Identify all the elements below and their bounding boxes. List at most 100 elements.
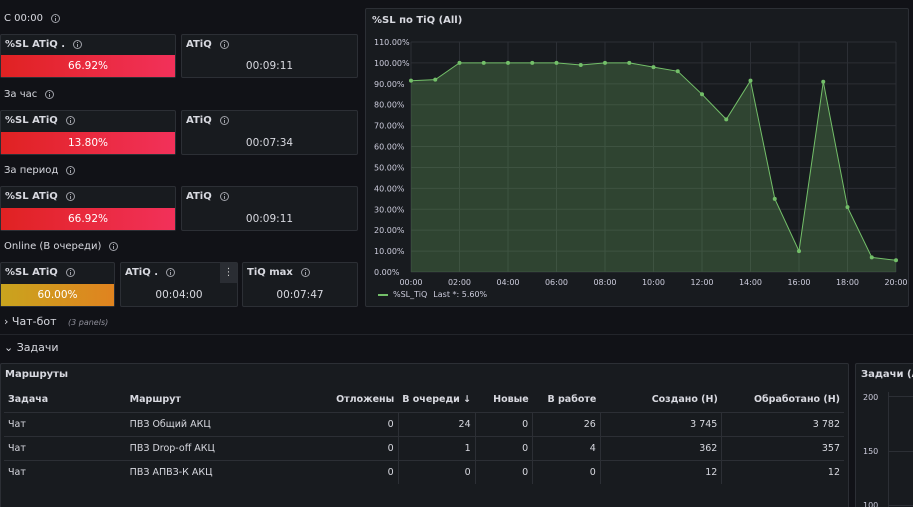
column-header[interactable]: Маршрут (129, 394, 181, 406)
y-tick-label: 20.00% (374, 226, 405, 235)
stat-panel-since-atiq[interactable]: ATiQ 00:09:11 (181, 34, 358, 78)
stat-panel-since-sl[interactable]: %SL ATiQ . 66.92% (0, 34, 176, 78)
stat-panel-online-atiq[interactable]: ATiQ . ⋮ 00:04:00 (120, 262, 238, 307)
sort-desc-icon: ↓ (463, 394, 472, 406)
info-icon[interactable] (109, 241, 119, 251)
data-point (748, 78, 753, 83)
column-header[interactable]: Отложены (336, 394, 395, 406)
stat-value: 66.92% (1, 208, 175, 230)
x-tick-label: 10:00 (642, 278, 665, 287)
stat-value: 13.80% (1, 132, 175, 154)
y-tick-label: 100 (863, 501, 879, 507)
info-icon[interactable] (50, 13, 60, 23)
table-cell: 0 (474, 435, 533, 460)
grid-line (888, 505, 913, 506)
info-icon[interactable] (65, 191, 75, 201)
x-tick-label: 04:00 (496, 278, 519, 287)
table-cell: 0 (332, 459, 399, 484)
panel-title: %SL ATiQ . (5, 39, 83, 50)
data-point (821, 79, 826, 84)
sl-area-chart[interactable]: 0.00% 10.00% 20.00% 30.00% 40.00% 50.00% 60.00… (366, 9, 910, 308)
panel-title: ATiQ . (125, 267, 175, 278)
info-icon[interactable] (166, 267, 175, 277)
y-tick-label: 40.00% (374, 184, 405, 193)
info-icon[interactable] (219, 39, 229, 49)
stat-panel-online-sl[interactable]: %SL ATiQ 60.00% (0, 262, 115, 307)
data-point (603, 60, 607, 65)
x-tick-label: 18:00 (836, 278, 859, 287)
x-tick-label: 12:00 (690, 278, 713, 287)
panel-title: ATiQ (186, 39, 229, 50)
tasks-chart-panel[interactable]: Задачи (All 200 150 100 (855, 363, 913, 507)
stat-value: 00:07:47 (276, 289, 324, 301)
column-header[interactable]: В работе (547, 394, 597, 406)
stat-panel-hour-atiq[interactable]: ATiQ 00:07:34 (181, 110, 358, 155)
column-header[interactable]: Создано (Н) (651, 394, 718, 406)
sl-chart-panel[interactable]: %SL по TiQ (All) 0.00% 10.00% 20.00% 30.00%… (365, 8, 909, 307)
info-icon[interactable] (45, 89, 55, 99)
info-icon[interactable] (73, 39, 83, 49)
x-tick-label: 06:00 (545, 278, 568, 287)
y-tick-label: 0.00% (374, 268, 400, 277)
data-point (627, 60, 632, 65)
table-cell: 24 (397, 411, 476, 436)
panel-menu-icon[interactable]: ⋮ (220, 263, 237, 283)
y-tick-label: 90.00% (374, 80, 405, 89)
group-label-period: За период (4, 165, 76, 176)
info-icon[interactable] (300, 267, 310, 277)
table-cell: 0 (474, 459, 533, 484)
table-cell: Чат (4, 459, 126, 484)
column-header[interactable]: Задача (8, 394, 49, 406)
y-tick-label: 100.00% (374, 59, 410, 68)
table-cell: 1 (397, 435, 476, 460)
stat-panel-period-sl[interactable]: %SL ATiQ 66.92% (0, 186, 176, 231)
data-point (506, 60, 510, 65)
table-cell: ПВЗ Drop-off АКЦ (125, 435, 333, 460)
data-point (724, 117, 729, 122)
data-point (578, 63, 583, 67)
info-icon[interactable] (219, 115, 229, 125)
y-tick-label: 10.00% (374, 247, 405, 256)
chart-title: %SL по TiQ (All) (372, 15, 463, 26)
data-point (869, 255, 874, 260)
row-header-chatbot[interactable]: › Чат-бот (3 panels) (4, 315, 109, 328)
table-cell: 26 (532, 411, 601, 436)
column-header[interactable]: Новые (493, 394, 529, 406)
column-header[interactable]: Обработано (Н) (753, 394, 840, 406)
table-cell: Чат (4, 435, 126, 460)
table-cell: 12 (721, 459, 844, 484)
table-cell: 12 (599, 459, 722, 484)
group-label-hour: За час (4, 89, 55, 100)
data-point (675, 69, 680, 74)
table-cell: ПВЗ Общий АКЦ (125, 411, 333, 436)
column-header-sorted[interactable]: В очереди ↓ (402, 394, 472, 406)
info-icon[interactable] (65, 267, 75, 277)
group-label-since: С 00:00 (4, 13, 60, 24)
data-point (530, 60, 535, 65)
info-icon[interactable] (66, 165, 76, 175)
stat-panel-online-tiqmax[interactable]: TiQ max 00:07:47 (242, 262, 358, 307)
legend-last: Last *: 5.60% (433, 290, 488, 299)
x-tick-label: 16:00 (787, 278, 810, 287)
chart-legend[interactable]: %SL_TiQ Last *: 5.60% (378, 290, 487, 299)
table-row[interactable]: Чат ПВЗ Drop-off АКЦ 0 1 0 4 362 357 (4, 435, 844, 460)
stat-panel-hour-sl[interactable]: %SL ATiQ 13.80% (0, 110, 176, 155)
table-row[interactable]: Чат ПВЗ АПВЗ-К АКЦ 0 0 0 0 12 12 (4, 459, 844, 484)
routes-table-panel[interactable]: Маршруты Задача Маршрут Отложены В очере… (0, 363, 849, 507)
panel-title: %SL ATiQ (5, 191, 75, 202)
x-tick-label: 00:00 (399, 278, 422, 287)
info-icon[interactable] (219, 191, 229, 201)
stat-value: 00:09:11 (245, 60, 294, 72)
stat-panel-period-atiq[interactable]: ATiQ 00:09:11 (181, 186, 358, 231)
data-point (433, 77, 438, 82)
data-point (409, 78, 413, 83)
data-point (457, 60, 462, 65)
tasks-panel-title: Задачи (All (861, 369, 913, 380)
table-row[interactable]: Чат ПВЗ Общий АКЦ 0 24 0 26 3 745 3 782 (4, 411, 844, 436)
table-cell: 0 (397, 459, 476, 484)
row-header-tasks[interactable]: ⌄ Задачи (4, 341, 59, 354)
table-cell: 0 (474, 411, 533, 436)
grid-line (888, 392, 889, 507)
panel-title: ATiQ (186, 115, 229, 126)
info-icon[interactable] (65, 115, 75, 125)
